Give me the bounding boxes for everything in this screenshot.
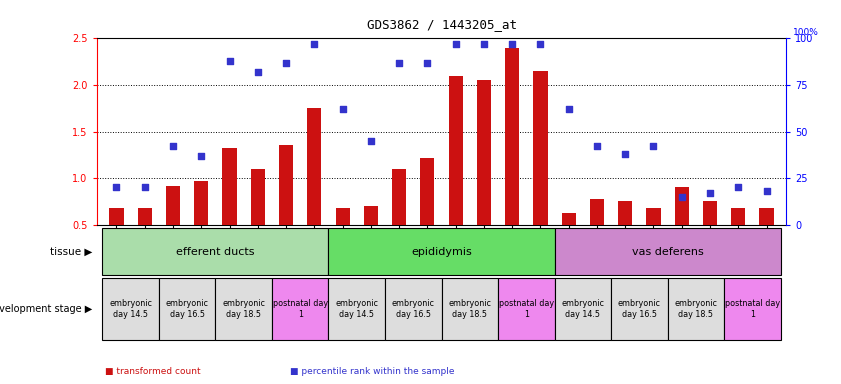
- Text: embryonic
day 16.5: embryonic day 16.5: [392, 300, 435, 319]
- Bar: [307, 108, 321, 225]
- Text: embryonic
day 16.5: embryonic day 16.5: [166, 300, 209, 319]
- Bar: [279, 146, 294, 225]
- Text: vas deferens: vas deferens: [632, 247, 704, 257]
- Text: GDS3862 / 1443205_at: GDS3862 / 1443205_at: [367, 18, 516, 31]
- Bar: [159, 278, 215, 340]
- Text: postnatal day
1: postnatal day 1: [272, 300, 328, 319]
- Bar: [668, 278, 724, 340]
- Bar: [103, 278, 159, 340]
- Point: [534, 41, 547, 47]
- Point: [138, 184, 151, 190]
- Text: embryonic
day 18.5: embryonic day 18.5: [448, 300, 491, 319]
- Bar: [420, 157, 435, 225]
- Point: [251, 69, 265, 75]
- Point: [703, 190, 717, 196]
- Bar: [533, 71, 547, 225]
- Bar: [448, 76, 463, 225]
- Bar: [554, 228, 780, 275]
- Point: [279, 60, 293, 66]
- Point: [675, 194, 689, 200]
- Point: [505, 41, 519, 47]
- Text: postnatal day
1: postnatal day 1: [725, 300, 780, 319]
- Bar: [223, 148, 236, 225]
- Point: [167, 143, 180, 149]
- Bar: [618, 201, 632, 225]
- Text: postnatal day
1: postnatal day 1: [499, 300, 554, 319]
- Bar: [477, 80, 491, 225]
- Bar: [554, 278, 611, 340]
- Bar: [674, 187, 689, 225]
- Bar: [138, 208, 152, 225]
- Point: [590, 143, 604, 149]
- Bar: [194, 181, 209, 225]
- Text: epididymis: epididymis: [411, 247, 472, 257]
- Text: 100%: 100%: [793, 28, 819, 36]
- Bar: [251, 169, 265, 225]
- Bar: [498, 278, 554, 340]
- Point: [449, 41, 463, 47]
- Point: [194, 153, 208, 159]
- Point: [393, 60, 406, 66]
- Bar: [336, 208, 350, 225]
- Point: [223, 58, 236, 64]
- Point: [336, 106, 349, 112]
- Bar: [166, 185, 180, 225]
- Point: [562, 106, 575, 112]
- Point: [759, 188, 773, 194]
- Bar: [724, 278, 780, 340]
- Text: embryonic
day 16.5: embryonic day 16.5: [618, 300, 661, 319]
- Text: embryonic
day 14.5: embryonic day 14.5: [561, 300, 605, 319]
- Point: [732, 184, 745, 190]
- Text: tissue ▶: tissue ▶: [50, 247, 93, 257]
- Point: [110, 184, 124, 190]
- Text: ■ transformed count: ■ transformed count: [105, 367, 201, 376]
- Point: [364, 138, 378, 144]
- Bar: [364, 206, 378, 225]
- Point: [647, 143, 660, 149]
- Bar: [329, 228, 554, 275]
- Bar: [392, 169, 406, 225]
- Point: [420, 60, 434, 66]
- Text: ■ percentile rank within the sample: ■ percentile rank within the sample: [290, 367, 455, 376]
- Text: embryonic
day 14.5: embryonic day 14.5: [336, 300, 378, 319]
- Text: embryonic
day 18.5: embryonic day 18.5: [222, 300, 265, 319]
- Bar: [647, 208, 660, 225]
- Bar: [759, 208, 774, 225]
- Bar: [215, 278, 272, 340]
- Bar: [505, 48, 519, 225]
- Bar: [703, 201, 717, 225]
- Text: embryonic
day 14.5: embryonic day 14.5: [109, 300, 152, 319]
- Bar: [272, 278, 329, 340]
- Bar: [611, 278, 668, 340]
- Text: development stage ▶: development stage ▶: [0, 304, 93, 314]
- Point: [308, 41, 321, 47]
- Bar: [329, 278, 385, 340]
- Bar: [109, 208, 124, 225]
- Bar: [731, 208, 745, 225]
- Bar: [442, 278, 498, 340]
- Bar: [562, 214, 576, 225]
- Bar: [385, 278, 442, 340]
- Bar: [103, 228, 329, 275]
- Text: embryonic
day 18.5: embryonic day 18.5: [674, 300, 717, 319]
- Text: efferent ducts: efferent ducts: [176, 247, 255, 257]
- Point: [618, 151, 632, 157]
- Point: [477, 41, 490, 47]
- Bar: [590, 199, 604, 225]
